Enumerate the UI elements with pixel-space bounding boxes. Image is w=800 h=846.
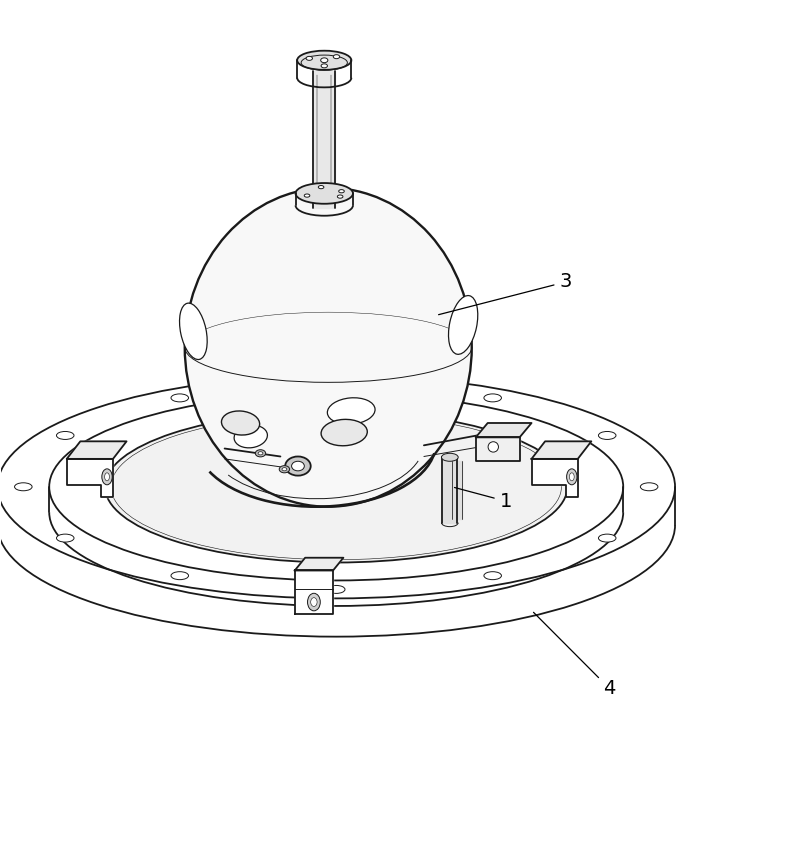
Polygon shape bbox=[66, 459, 113, 497]
Ellipse shape bbox=[258, 452, 263, 455]
Ellipse shape bbox=[304, 194, 310, 197]
Ellipse shape bbox=[0, 375, 675, 598]
Ellipse shape bbox=[279, 465, 290, 473]
Ellipse shape bbox=[338, 195, 343, 198]
Ellipse shape bbox=[327, 380, 345, 388]
Ellipse shape bbox=[310, 597, 317, 607]
Ellipse shape bbox=[179, 303, 207, 360]
Text: 3: 3 bbox=[438, 272, 572, 315]
Ellipse shape bbox=[327, 585, 345, 593]
Ellipse shape bbox=[185, 188, 472, 507]
Ellipse shape bbox=[234, 426, 267, 448]
Ellipse shape bbox=[321, 63, 327, 68]
Ellipse shape bbox=[105, 411, 567, 563]
Ellipse shape bbox=[570, 473, 574, 481]
Ellipse shape bbox=[222, 411, 260, 435]
Ellipse shape bbox=[598, 431, 616, 439]
Polygon shape bbox=[66, 442, 126, 459]
Polygon shape bbox=[531, 459, 578, 497]
Ellipse shape bbox=[488, 442, 498, 452]
Ellipse shape bbox=[321, 58, 328, 63]
Ellipse shape bbox=[297, 51, 351, 70]
Ellipse shape bbox=[318, 185, 324, 189]
Ellipse shape bbox=[57, 534, 74, 542]
Ellipse shape bbox=[14, 483, 32, 491]
Polygon shape bbox=[476, 437, 519, 461]
Polygon shape bbox=[531, 442, 591, 459]
Text: 4: 4 bbox=[534, 613, 616, 698]
Polygon shape bbox=[313, 70, 335, 208]
Ellipse shape bbox=[566, 469, 577, 485]
Ellipse shape bbox=[105, 473, 110, 481]
Ellipse shape bbox=[102, 469, 112, 485]
Polygon shape bbox=[442, 458, 458, 523]
Ellipse shape bbox=[442, 453, 458, 461]
Ellipse shape bbox=[334, 55, 340, 58]
Ellipse shape bbox=[327, 398, 375, 425]
Ellipse shape bbox=[321, 420, 367, 446]
Ellipse shape bbox=[295, 183, 353, 204]
Ellipse shape bbox=[282, 468, 286, 471]
Ellipse shape bbox=[338, 190, 344, 193]
Text: 1: 1 bbox=[454, 487, 512, 511]
Ellipse shape bbox=[307, 593, 320, 611]
Ellipse shape bbox=[484, 572, 502, 580]
Polygon shape bbox=[294, 558, 343, 570]
Polygon shape bbox=[452, 461, 462, 519]
Ellipse shape bbox=[255, 450, 266, 457]
Ellipse shape bbox=[286, 457, 310, 475]
Ellipse shape bbox=[449, 295, 478, 354]
Ellipse shape bbox=[306, 57, 313, 60]
Ellipse shape bbox=[50, 393, 623, 580]
Ellipse shape bbox=[171, 572, 189, 580]
Ellipse shape bbox=[484, 394, 502, 402]
Polygon shape bbox=[294, 570, 333, 614]
Ellipse shape bbox=[291, 461, 304, 471]
Polygon shape bbox=[476, 423, 531, 437]
Ellipse shape bbox=[57, 431, 74, 439]
Ellipse shape bbox=[171, 394, 189, 402]
Ellipse shape bbox=[640, 483, 658, 491]
Ellipse shape bbox=[598, 534, 616, 542]
